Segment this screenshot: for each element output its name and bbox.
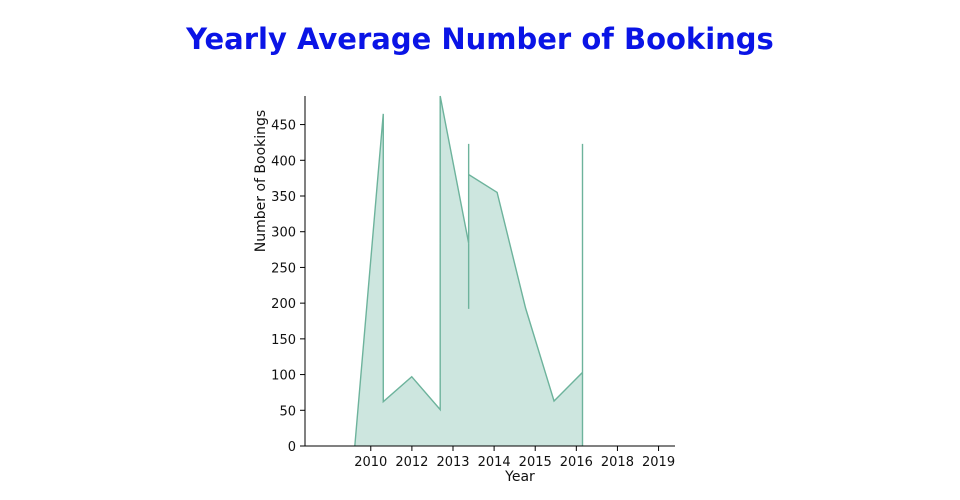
y-tick-label: 450 — [271, 119, 296, 134]
x-tick-label: 2014 — [478, 455, 511, 470]
axes-layer — [304, 96, 675, 447]
y-tick-label: 250 — [271, 261, 296, 276]
series-line — [354, 95, 584, 447]
x-tick-label: 2015 — [519, 455, 552, 470]
y-tick-label: 350 — [271, 190, 296, 205]
x-tick-label: 2019 — [642, 455, 675, 470]
chart-title: Yearly Average Number of Bookings — [186, 22, 774, 56]
x-tick-label: 2018 — [601, 455, 634, 470]
y-tick-label: 300 — [271, 226, 296, 241]
y-tick-label: 50 — [279, 404, 296, 419]
area-layer — [354, 95, 584, 447]
x-tick-label: 2016 — [560, 455, 593, 470]
y-tick-label: 200 — [271, 297, 296, 312]
x-axis-label: Year — [504, 469, 535, 485]
ticks-layer: 0 50 100 150 200 250 300 350 400 450 2010 2012 2013 2… — [271, 119, 675, 470]
x-tick-label: 2010 — [354, 455, 387, 470]
y-tick-label: 100 — [271, 369, 296, 384]
y-tick-label: 150 — [271, 333, 296, 348]
x-tick-label: 2012 — [395, 455, 428, 470]
y-tick-label: 400 — [271, 154, 296, 169]
y-tick-label: 0 — [288, 440, 296, 455]
y-axis-label: Number of Bookings — [253, 110, 269, 252]
x-tick-label: 2013 — [436, 455, 469, 470]
